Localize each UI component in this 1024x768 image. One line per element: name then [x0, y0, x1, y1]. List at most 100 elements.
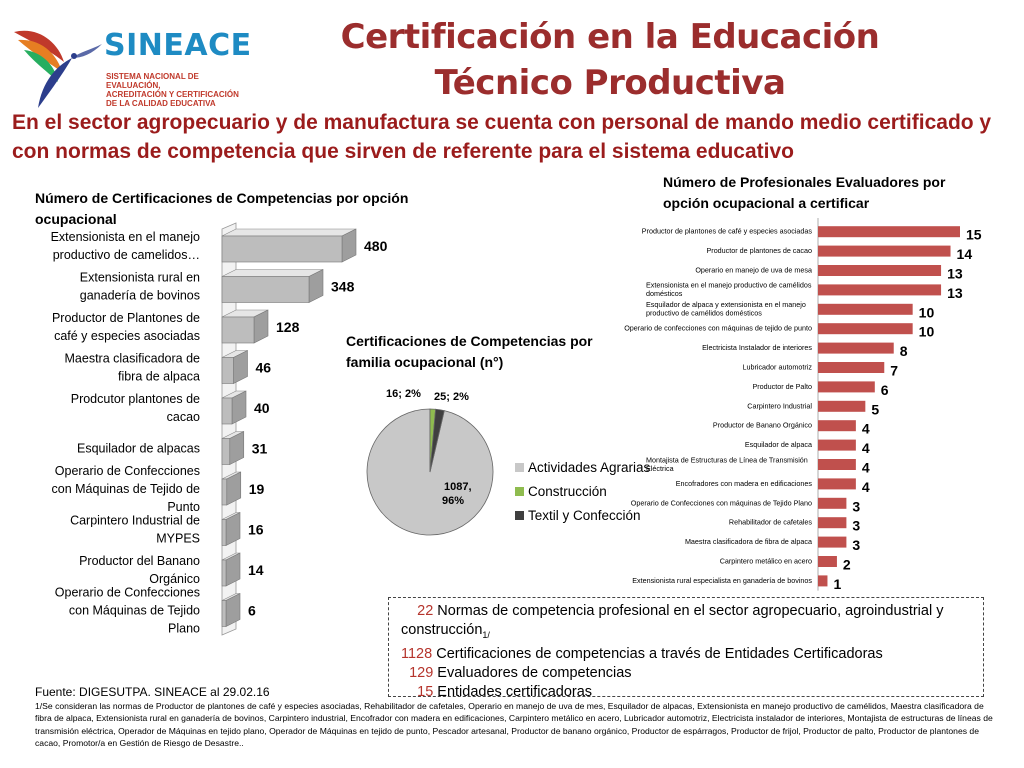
chart2-slice — [429, 408, 445, 473]
chart3-category-label: Eléctrica — [646, 464, 674, 473]
page-subtitle: En el sector agropecuario y de manufactu… — [12, 111, 992, 163]
chart3-data-label: 3 — [852, 518, 860, 534]
chart3-bar — [818, 323, 913, 335]
chart3-data-label: 7 — [890, 363, 898, 379]
chart3-data-label: 3 — [852, 498, 860, 514]
chart1-data-label: 40 — [254, 400, 270, 416]
chart2-data-label: 25; 2% — [434, 391, 469, 403]
chart1-data-label: 6 — [248, 603, 256, 619]
chart3-category-label: Maestra clasificadora de fibra de alpaca — [685, 537, 812, 546]
chart1-category-label: café y especies asociadas — [54, 329, 200, 343]
chart2-title: Certificaciones de Competencias por fami… — [346, 333, 593, 370]
chart1-category-label: Operario de Confecciones — [55, 586, 200, 600]
chart3-data-label: 4 — [862, 440, 870, 456]
summary-text-certificaciones: Certificaciones de competencias a través… — [432, 645, 883, 662]
chart1-data-label: 14 — [248, 562, 264, 578]
chart1-bar — [221, 478, 228, 506]
chart3-data-label: 13 — [947, 266, 963, 282]
chart3-category-label: Productor de plantones de cacao — [707, 246, 813, 255]
chart1-category-label: Productor del Banano — [79, 554, 200, 568]
chart3-bar — [818, 478, 856, 490]
page-title: Certificación en la Educación Técnico Pr… — [340, 17, 880, 103]
chart2-legend-swatch — [515, 487, 524, 496]
chart1-category-label: con Máquinas de Tejido — [69, 604, 200, 618]
chart2-legend-swatch — [515, 463, 524, 472]
chart2-data-label: 96% — [442, 495, 464, 507]
chart3-bar — [818, 517, 847, 529]
chart3-category-label: productivo de camélidos domésticos — [646, 309, 762, 318]
chart1-data-label: 46 — [256, 360, 272, 376]
summary-text-evaluadores: Evaluadores de competencias — [433, 664, 632, 681]
chart2-legend-swatch — [515, 511, 524, 520]
chart3-title: Número de Profesionales Evaluadores por … — [663, 174, 946, 211]
chart3-category-label: Operario de Confecciones con máquinas de… — [631, 498, 812, 507]
chart1-category-label: productivo de camelidos… — [53, 248, 200, 262]
chart3-category-label: Montajista de Estructuras de Línea de Tr… — [646, 455, 808, 464]
chart1-bar-top — [221, 269, 324, 277]
chart3-category-label: domésticos — [646, 289, 683, 298]
summary-text-entidades: Entidades certificadoras — [433, 683, 593, 700]
chart1-category-label: Extensionista rural en — [80, 271, 200, 285]
chart3-category-label: Productor de plantones de café y especie… — [642, 227, 813, 236]
chart1-category-label: Plano — [168, 622, 200, 636]
chart3-data-label: 15 — [966, 227, 982, 243]
chart2-data-label: 1087, — [444, 481, 472, 493]
chart3-bar — [818, 439, 856, 451]
chart3-bar — [818, 265, 942, 276]
chart1-bar — [221, 357, 234, 384]
chart3-category-label: Electricista Instalador de interiores — [702, 343, 812, 352]
summary-num-evaluadores: 129 — [409, 664, 434, 681]
chart3-category-label: Esquilador de alpaca — [745, 440, 812, 449]
source-note: Fuente: DIGESUTPA. SINEACE al 29.02.16 — [35, 685, 270, 699]
chart1-bar — [221, 559, 227, 587]
summary-num-certificaciones: 1128 — [401, 645, 433, 662]
chart3-category-label: Operario en manejo de uva de mesa — [695, 266, 812, 275]
summary-text-normas: Normas de competencia profesional en el … — [401, 603, 944, 638]
logo-tagline: SISTEMA NACIONAL DE EVALUACIÓN, ACREDITA… — [106, 72, 248, 108]
chart3-data-label: 13 — [947, 285, 963, 301]
chart1-category-label: Punto — [167, 500, 200, 514]
chart1-category-label: cacao — [167, 410, 200, 424]
chart3-data-label: 14 — [957, 246, 973, 262]
chart3-bar — [818, 284, 942, 296]
chart3-data-label: 5 — [871, 401, 879, 417]
chart2-legend-label: Textil y Confección — [528, 508, 641, 523]
chart1-category-label: Esquilador de alpacas — [77, 442, 200, 456]
chart1-category-label: MYPES — [156, 532, 200, 546]
chart1-bar-top — [221, 228, 357, 237]
chart3-bar — [818, 420, 856, 432]
chart3-category-label: Extensionista en el manejo productivo de… — [646, 281, 812, 290]
chart3-data-label: 4 — [862, 460, 870, 476]
chart3-bar — [818, 342, 894, 354]
chart3-data-label: 1 — [833, 576, 841, 592]
summary-num-entidades: 15 — [417, 683, 434, 700]
chart1-bar — [221, 438, 231, 465]
chart2-legend-label: Construcción — [528, 484, 607, 499]
chart3-bar — [818, 556, 837, 567]
chart3-category-label: Carpintero Industrial — [747, 401, 812, 410]
chart1-data-label: 348 — [331, 279, 355, 295]
chart1-bar — [221, 316, 255, 344]
chart1-bar — [221, 397, 233, 425]
chart1-category-label: Maestra clasificadora de — [65, 352, 201, 366]
chart1-data-label: 19 — [249, 481, 265, 497]
chart1-category-label: Orgánico — [149, 572, 200, 586]
chart3-bar — [818, 575, 828, 587]
chart3-bar — [818, 303, 913, 315]
chart1-bar — [221, 600, 227, 627]
chart1-data-label: 480 — [364, 238, 388, 254]
chart1-data-label: 16 — [248, 522, 264, 538]
chart3-data-label: 3 — [852, 537, 860, 553]
chart1-data-label: 128 — [276, 319, 300, 335]
chart3-data-label: 2 — [843, 557, 851, 573]
chart1-category-label: Operario de Confecciones — [55, 464, 200, 478]
chart1-bar — [221, 519, 227, 546]
chart3-category-label: Carpintero metálico en acero — [720, 557, 812, 566]
chart1-category-label: Productor de Plantones de — [52, 311, 200, 325]
chart1-bar-chart: 480 Extensionista en el manejo productivo … — [51, 222, 388, 636]
hummingbird-icon — [14, 30, 102, 108]
chart3-category-label: Operario de confecciones con máquinas de… — [624, 324, 812, 333]
chart1-category-label: ganadería de bovinos — [80, 289, 200, 303]
chart3-data-label: 4 — [862, 421, 870, 437]
chart3-category-label: Productor de Palto — [752, 382, 812, 391]
